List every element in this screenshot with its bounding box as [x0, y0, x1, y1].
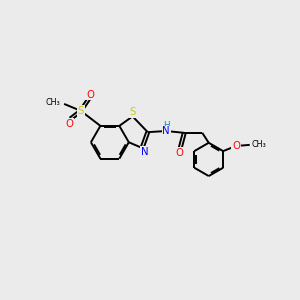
Text: O: O	[232, 141, 240, 151]
Text: N: N	[141, 147, 148, 157]
Text: O: O	[175, 148, 183, 158]
Text: O: O	[65, 118, 73, 128]
Text: O: O	[86, 90, 94, 100]
Text: S: S	[129, 107, 136, 118]
Text: CH₃: CH₃	[251, 140, 266, 149]
Text: CH₃: CH₃	[46, 98, 61, 107]
Text: S: S	[78, 106, 84, 116]
Text: H: H	[164, 121, 170, 130]
Text: N: N	[162, 127, 170, 136]
